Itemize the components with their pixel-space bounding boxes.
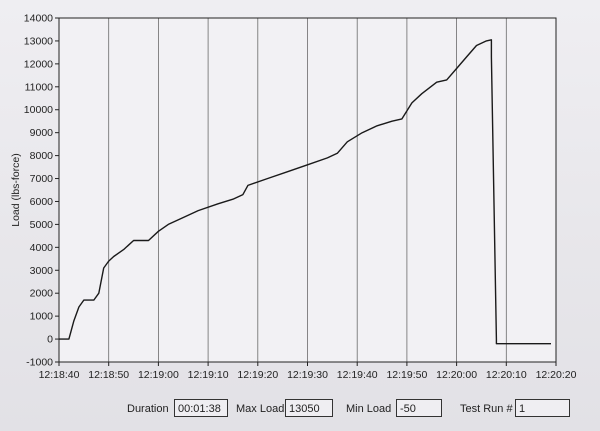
x-tick-label: 12:18:40: [39, 369, 80, 381]
x-tick-label: 12:19:10: [188, 369, 229, 381]
y-tick-label: 1000: [30, 311, 54, 323]
x-tick-label: 12:19:30: [287, 369, 328, 381]
x-tick-label: 12:20:10: [486, 369, 527, 381]
min-load-value-field: -50: [396, 399, 442, 417]
max-load-value-field: 13050: [285, 399, 333, 417]
plot-frame: [58, 17, 557, 363]
test-run-label: Test Run #: [460, 403, 513, 415]
y-tick-label: 8000: [30, 150, 54, 162]
test-run-value-field: 1: [515, 399, 570, 417]
y-tick-label: 5000: [30, 219, 54, 231]
y-tick-label: -1000: [26, 357, 53, 369]
x-tick-label: 12:19:50: [386, 369, 427, 381]
duration-label: Duration: [127, 403, 169, 415]
load-series-line: [59, 39, 551, 345]
y-axis-title: Load (lbs-force): [10, 153, 22, 227]
y-tick-label: 0: [47, 334, 53, 346]
y-tick-label: 6000: [30, 196, 54, 208]
x-tick-label: 12:19:40: [337, 369, 378, 381]
load-chart: 12:18:40 12:18:50 12:19:00 12:19:10 12:19:20…: [10, 13, 577, 382]
x-tick-label: 12:19:20: [237, 369, 278, 381]
x-tick-label: 12:20:20: [536, 369, 577, 381]
min-load-label: Min Load: [346, 403, 392, 415]
x-tick-label: 12:20:00: [436, 369, 477, 381]
y-tick-label: 13000: [24, 35, 53, 47]
y-tick-label: 4000: [30, 242, 54, 254]
y-tick-label: 14000: [24, 13, 53, 25]
x-tick-label: 12:19:00: [138, 369, 179, 381]
y-tick-label: 12000: [24, 58, 53, 70]
stats-bar: Duration 00:01:38 Max Load 13050 Min Loa…: [0, 398, 600, 422]
max-load-label: Max Load: [236, 403, 285, 415]
x-tick-label: 12:18:50: [88, 369, 129, 381]
y-tick-label: 2000: [30, 288, 54, 300]
y-tick-label: 9000: [30, 127, 54, 139]
y-tick-label: 7000: [30, 173, 54, 185]
y-tick-label: 11000: [25, 81, 54, 93]
duration-value-field: 00:01:38: [174, 399, 228, 417]
y-tick-label: 3000: [30, 265, 54, 277]
y-tick-label: 10000: [24, 104, 53, 116]
